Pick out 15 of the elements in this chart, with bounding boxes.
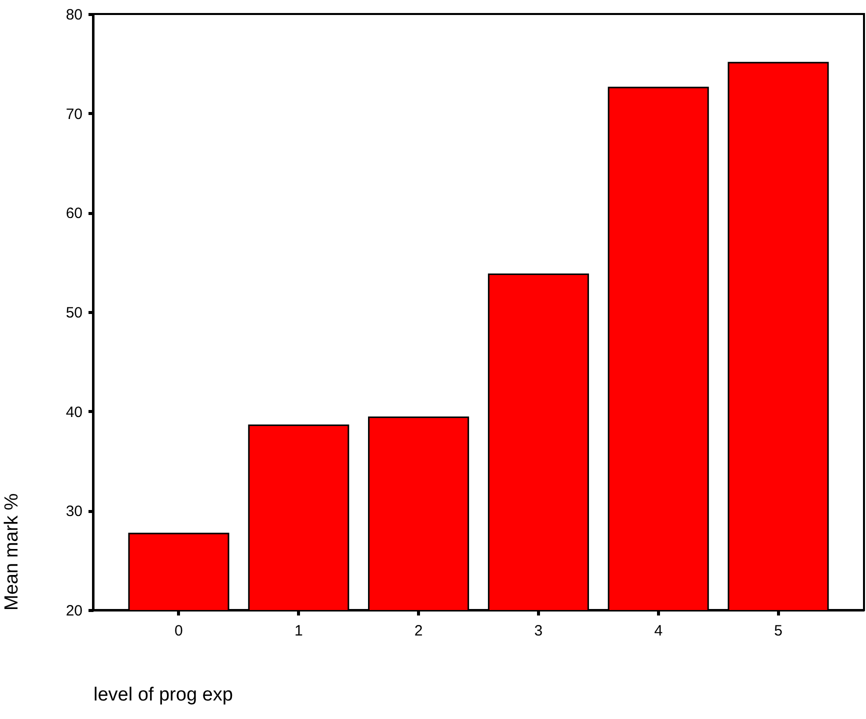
x-tick-label: 5 xyxy=(774,622,782,640)
x-tick-label: 4 xyxy=(654,622,663,640)
y-axis-title: Mean mark % xyxy=(2,493,22,610)
x-tick-label: 0 xyxy=(174,622,183,640)
y-tick-label: 60 xyxy=(66,205,82,222)
x-tick-label: 2 xyxy=(414,622,423,640)
y-tick-label: 80 xyxy=(66,6,82,24)
y-tick-label: 30 xyxy=(66,503,82,520)
x-tick-label: 1 xyxy=(294,622,303,640)
y-tick-label: 40 xyxy=(66,404,82,421)
y-tick-label: 50 xyxy=(66,304,82,322)
x-axis-title: level of prog exp xyxy=(94,684,233,706)
y-tick-label: 70 xyxy=(66,106,82,123)
x-tick-label: 3 xyxy=(534,622,543,640)
y-tick-label: 20 xyxy=(66,602,82,620)
